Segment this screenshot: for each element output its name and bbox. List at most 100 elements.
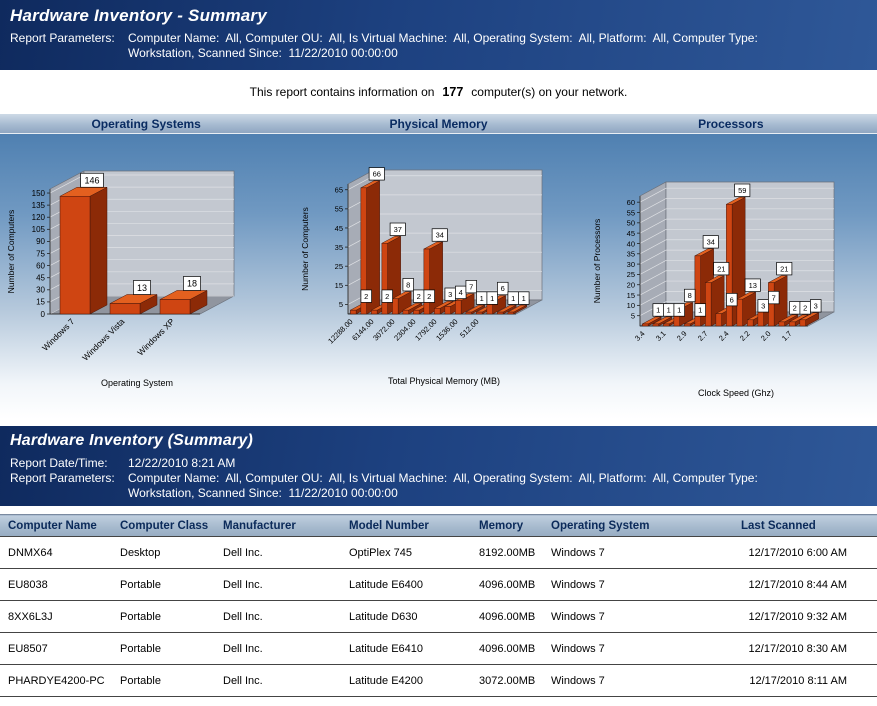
cell-manufacturer: Dell Inc.	[215, 632, 341, 665]
table-parameters-label: Report Parameters:	[10, 471, 115, 485]
svg-text:1.7: 1.7	[780, 329, 794, 343]
svg-text:5: 5	[339, 300, 343, 309]
svg-text:Clock Speed (Ghz): Clock Speed (Ghz)	[698, 388, 774, 398]
svg-text:6: 6	[730, 295, 734, 304]
svg-text:Windows 7: Windows 7	[40, 316, 77, 353]
svg-text:146: 146	[84, 175, 99, 185]
report-date-line: Report Date/Time: 12/22/2010 8:21 AM	[10, 456, 867, 471]
cell-model-number: Latitude E6410	[341, 632, 471, 665]
cell-model-number: OptiPlex 745	[341, 536, 471, 569]
svg-text:55: 55	[335, 205, 343, 214]
svg-text:Windows Vista: Windows Vista	[80, 316, 127, 363]
physical-memory-chart: 5 15 25 35 45 55 65 12288.006144.003072.002304.…	[300, 167, 543, 386]
chart-title-processors: Processors	[698, 117, 764, 131]
svg-text:3072.00: 3072.00	[371, 317, 397, 343]
cell-last-scanned: 12/17/2010 9:32 AM	[733, 600, 877, 633]
cell-memory: 4096.00MB	[471, 632, 543, 665]
svg-text:30: 30	[36, 286, 45, 295]
svg-text:90: 90	[36, 237, 45, 246]
cell-last-scanned: 12/17/2010 6:00 AM	[733, 536, 877, 569]
svg-text:37: 37	[394, 225, 402, 234]
cell-computer-class: Portable	[112, 664, 215, 697]
cell-last-scanned: 12/17/2010 8:30 AM	[733, 632, 877, 665]
svg-text:50: 50	[627, 219, 635, 228]
svg-text:3: 3	[814, 302, 818, 311]
svg-text:45: 45	[335, 224, 343, 233]
cell-last-scanned: 12/17/2010 8:11 AM	[733, 664, 877, 697]
cell-computer-class: Portable	[112, 632, 215, 665]
svg-text:1536.00: 1536.00	[434, 317, 460, 343]
svg-text:60: 60	[36, 261, 45, 270]
svg-text:3.1: 3.1	[654, 329, 668, 343]
header-row: Computer Name Computer Class Manufacturer M…	[0, 514, 877, 537]
svg-text:2: 2	[385, 292, 389, 301]
svg-text:2: 2	[417, 292, 421, 301]
cell-operating-system: Windows 7	[543, 568, 733, 601]
svg-text:3: 3	[761, 302, 765, 311]
table-row: PHARDYE4200-PC Portable Dell Inc. Latitude …	[0, 664, 877, 697]
svg-text:18: 18	[187, 279, 197, 289]
svg-text:512.00: 512.00	[458, 317, 481, 340]
table-row: EU8038 Portable Dell Inc. Latitude E6400 409…	[0, 568, 877, 601]
table-row: DNMX64 Desktop Dell Inc. OptiPlex 745 8192.0…	[0, 536, 877, 569]
svg-text:2.2: 2.2	[738, 329, 752, 343]
svg-text:7: 7	[772, 293, 776, 302]
charts-canvas: 0 15 30 45 60 75 90 105 120 135 150 Windows 7 Window…	[0, 134, 877, 419]
svg-text:1: 1	[522, 294, 526, 303]
chart-title-physical-memory: Physical Memory	[389, 117, 488, 131]
cell-manufacturer: Dell Inc.	[215, 568, 341, 601]
svg-text:135: 135	[32, 201, 46, 210]
svg-text:1: 1	[698, 306, 702, 315]
report-parameters-label: Report Parameters:	[10, 31, 115, 45]
cell-memory: 4096.00MB	[471, 600, 543, 633]
svg-text:Total Physical Memory (MB): Total Physical Memory (MB)	[388, 376, 500, 386]
cell-manufacturer: Dell Inc.	[215, 536, 341, 569]
svg-text:13: 13	[749, 281, 757, 290]
svg-text:2: 2	[803, 304, 807, 313]
svg-text:Operating System: Operating System	[101, 378, 173, 388]
svg-text:35: 35	[335, 243, 343, 252]
svg-text:120: 120	[32, 213, 46, 222]
column-header-last-scanned: Last Scanned	[733, 514, 877, 537]
column-header-model-number: Model Number	[341, 514, 471, 537]
svg-text:21: 21	[717, 264, 725, 273]
cell-computer-class: Desktop	[112, 536, 215, 569]
cell-computer-class: Portable	[112, 600, 215, 633]
cell-computer-name: DNMX64	[0, 536, 112, 569]
svg-text:13: 13	[137, 283, 147, 293]
column-header-computer-class: Computer Class	[112, 514, 215, 537]
svg-text:75: 75	[36, 249, 45, 258]
svg-text:7: 7	[469, 282, 473, 291]
svg-text:45: 45	[36, 274, 45, 283]
svg-text:Number of Computers: Number of Computers	[300, 207, 310, 291]
svg-text:34: 34	[707, 238, 715, 247]
svg-text:6: 6	[501, 284, 505, 293]
cell-computer-name: EU8507	[0, 632, 112, 665]
svg-text:Number of Computers: Number of Computers	[6, 210, 16, 294]
svg-text:25: 25	[335, 262, 343, 271]
svg-text:12288.00: 12288.00	[326, 317, 354, 345]
svg-text:3.4: 3.4	[633, 329, 647, 343]
svg-text:6144.00: 6144.00	[350, 317, 376, 343]
svg-text:1792.00: 1792.00	[413, 317, 439, 343]
cell-operating-system: Windows 7	[543, 536, 733, 569]
charts-section: Operating Systems Physical Memory Proces…	[0, 114, 877, 419]
svg-text:60: 60	[627, 198, 635, 207]
column-header-manufacturer: Manufacturer	[215, 514, 341, 537]
cell-memory: 3072.00MB	[471, 664, 543, 697]
svg-text:4: 4	[459, 288, 463, 297]
report-parameters-line2: Workstation, Scanned Since: 11/22/2010 0…	[128, 46, 398, 60]
svg-text:65: 65	[335, 186, 343, 195]
cell-model-number: Latitude E4200	[341, 664, 471, 697]
svg-text:2.0: 2.0	[759, 329, 773, 343]
svg-text:25: 25	[627, 270, 635, 279]
svg-text:15: 15	[36, 298, 45, 307]
cell-last-scanned: 12/17/2010 8:44 AM	[733, 568, 877, 601]
cell-memory: 8192.00MB	[471, 536, 543, 569]
table-row: EU8507 Portable Dell Inc. Latitude E6410 409…	[0, 632, 877, 665]
cell-operating-system: Windows 7	[543, 600, 733, 633]
svg-text:1: 1	[480, 294, 484, 303]
cell-computer-class: Portable	[112, 568, 215, 601]
svg-text:34: 34	[436, 231, 444, 240]
svg-text:Windows XP: Windows XP	[135, 316, 176, 357]
